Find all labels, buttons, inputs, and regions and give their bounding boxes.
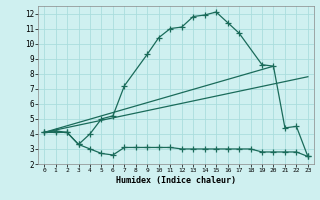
X-axis label: Humidex (Indice chaleur): Humidex (Indice chaleur) bbox=[116, 176, 236, 185]
